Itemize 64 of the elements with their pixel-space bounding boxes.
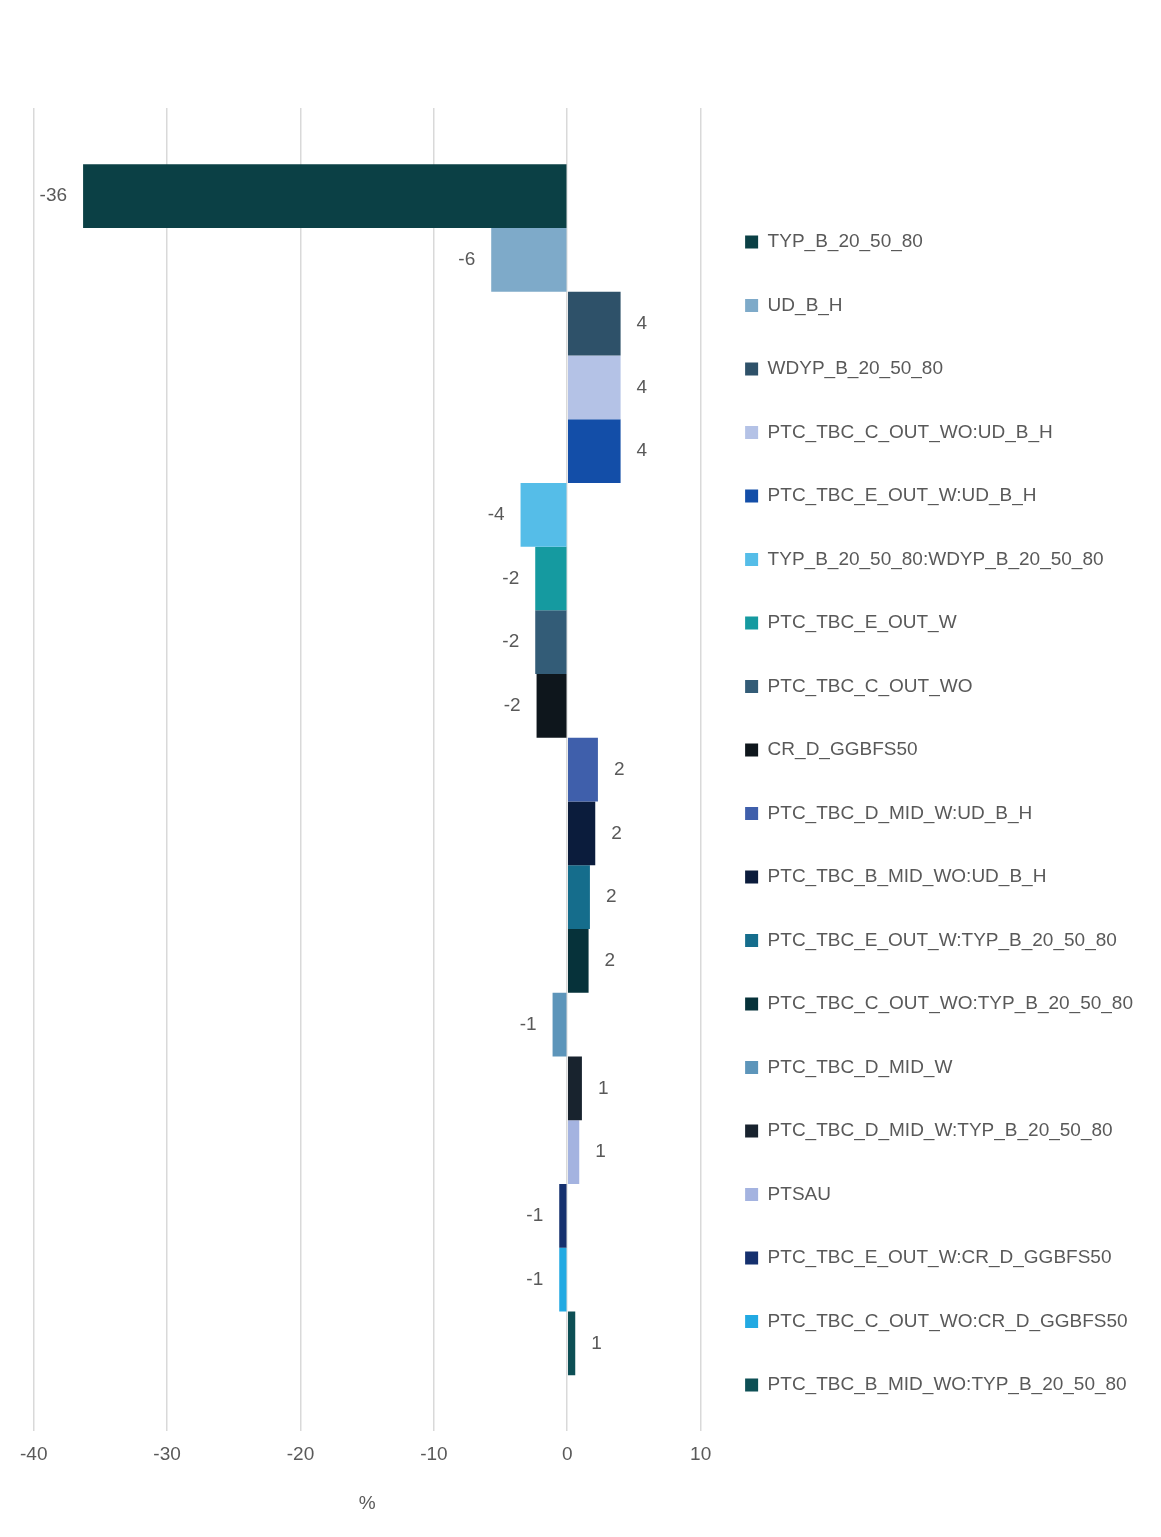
legend-label: UD_B_H <box>767 293 843 316</box>
legend-label: PTC_TBC_D_MID_W <box>767 1055 953 1078</box>
legend-label: TYP_B_20_50_80 <box>767 230 923 253</box>
bar <box>567 865 590 930</box>
data-label: -2 <box>503 694 521 716</box>
bar <box>567 419 621 483</box>
data-label: 1 <box>597 1076 609 1098</box>
legend-label: WDYP_B_20_50_80 <box>767 357 943 380</box>
bar <box>520 482 567 547</box>
legend-label: PTC_TBC_B_MID_WO:TYP_B_20_50_80 <box>767 1373 1127 1396</box>
bar <box>567 1120 580 1184</box>
data-label: 1 <box>591 1331 602 1353</box>
x-tick-label: -40 <box>20 1443 48 1465</box>
data-label: 2 <box>605 885 617 907</box>
bar <box>567 737 598 802</box>
legend-label: PTC_TBC_D_MID_W:TYP_B_20_50_80 <box>767 1119 1113 1142</box>
legend-label: CR_D_GGBFS50 <box>767 738 918 761</box>
x-tick-label: 0 <box>561 1443 573 1465</box>
bar <box>567 355 621 420</box>
bar <box>567 801 596 866</box>
x-axis-title: % <box>358 1491 376 1513</box>
legend-label: PTC_TBC_C_OUT_WO <box>767 674 973 697</box>
data-label: -1 <box>526 1267 544 1289</box>
data-label: -1 <box>526 1204 544 1226</box>
bar <box>567 291 621 356</box>
legend-label: PTC_TBC_C_OUT_WO:TYP_B_20_50_80 <box>767 992 1134 1015</box>
bar <box>535 610 567 675</box>
bar <box>491 227 567 292</box>
data-label: -1 <box>519 1012 537 1034</box>
bar <box>559 1247 567 1312</box>
legend-label: PTC_TBC_B_MID_WO:UD_B_H <box>767 865 1047 888</box>
data-label: -2 <box>502 630 520 652</box>
legend-label: PTC_TBC_E_OUT_W:UD_B_H <box>767 484 1037 507</box>
data-label: -4 <box>487 503 505 525</box>
legend-label: PTSAU <box>767 1182 831 1204</box>
data-label: 1 <box>595 1140 606 1162</box>
bar <box>83 164 567 228</box>
legend-label: TYP_B_20_50_80:WDYP_B_20_50_80 <box>767 547 1104 570</box>
legend-label: PTC_TBC_C_OUT_WO:CR_D_GGBFS50 <box>767 1309 1128 1332</box>
data-label: 4 <box>636 375 648 397</box>
bar <box>536 674 567 738</box>
legend-label: PTC_TBC_C_OUT_WO:UD_B_H <box>767 420 1053 443</box>
legend-label: PTC_TBC_E_OUT_W:CR_D_GGBFS50 <box>767 1246 1112 1269</box>
legend-label: PTC_TBC_E_OUT_W <box>767 611 957 634</box>
x-tick-label: 10 <box>690 1443 712 1465</box>
legend-label: PTC_TBC_E_OUT_W:TYP_B_20_50_80 <box>767 928 1117 951</box>
data-label: 2 <box>613 757 625 779</box>
data-label: 2 <box>611 821 622 843</box>
bar <box>552 992 567 1057</box>
data-label: 2 <box>604 949 616 971</box>
data-label: 4 <box>636 439 648 461</box>
bar <box>567 1056 582 1121</box>
data-label: -6 <box>458 248 476 270</box>
x-tick-label: -20 <box>286 1443 315 1465</box>
data-label: -2 <box>502 566 520 588</box>
bar <box>567 929 589 993</box>
bar <box>567 1311 576 1376</box>
bar <box>559 1183 567 1248</box>
x-tick-label: -10 <box>420 1443 448 1465</box>
data-label: -36 <box>39 184 68 206</box>
bar <box>535 546 567 611</box>
legend-label: PTC_TBC_D_MID_W:UD_B_H <box>767 801 1033 824</box>
data-label: 4 <box>636 311 648 333</box>
x-tick-label: -30 <box>153 1443 181 1465</box>
